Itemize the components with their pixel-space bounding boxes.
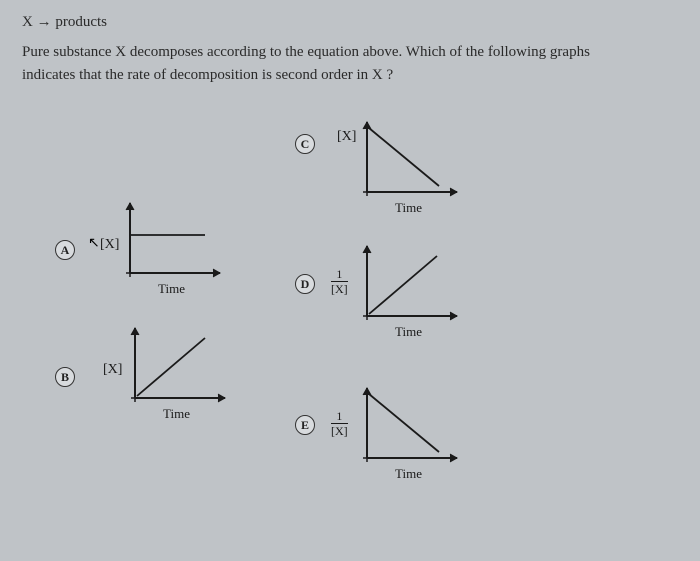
graph-b: [X] Time <box>125 320 235 417</box>
option-label-e: E <box>295 415 315 435</box>
xlabel-b: Time <box>163 406 190 422</box>
question-line2: indicates that the rate of decomposition… <box>22 67 393 83</box>
graph-e: 1[X] Time <box>357 380 467 477</box>
xlabel-d: Time <box>395 324 422 340</box>
xlabel-c: Time <box>395 200 422 216</box>
question-line1: Pure substance X decomposes according to… <box>22 44 590 60</box>
equation-text: X → products <box>22 14 678 31</box>
xlabel-e: Time <box>395 466 422 482</box>
graph-d: 1[X] Time <box>357 238 467 335</box>
option-label-a: A <box>55 240 75 260</box>
option-label-d: D <box>295 274 315 294</box>
graph-svg-b <box>125 320 235 412</box>
cursor-icon: ↖ <box>88 235 100 252</box>
question-text: Pure substance X decomposes according to… <box>22 41 678 86</box>
option-label-b: B <box>55 367 75 387</box>
question-header: X → products Pure substance X decomposes… <box>0 0 700 92</box>
ylabel-c: [X] <box>337 129 356 145</box>
ylabel-a: [X] <box>100 237 119 253</box>
ylabel-e: 1[X] <box>331 410 348 437</box>
ylabel-b: [X] <box>103 362 122 378</box>
graph-svg-c <box>357 114 467 206</box>
graph-a: ↖ [X] Time <box>120 195 230 292</box>
graph-c: [X] Time <box>357 114 467 211</box>
graph-svg-a <box>120 195 230 287</box>
ylabel-d: 1[X] <box>331 268 348 295</box>
xlabel-a: Time <box>158 281 185 297</box>
graph-svg-d <box>357 238 467 330</box>
graph-svg-e <box>357 380 467 472</box>
option-label-c: C <box>295 134 315 154</box>
graphs-area: A ↖ [X] Time B [X] Time C [X] Time D 1[X… <box>0 92 700 532</box>
